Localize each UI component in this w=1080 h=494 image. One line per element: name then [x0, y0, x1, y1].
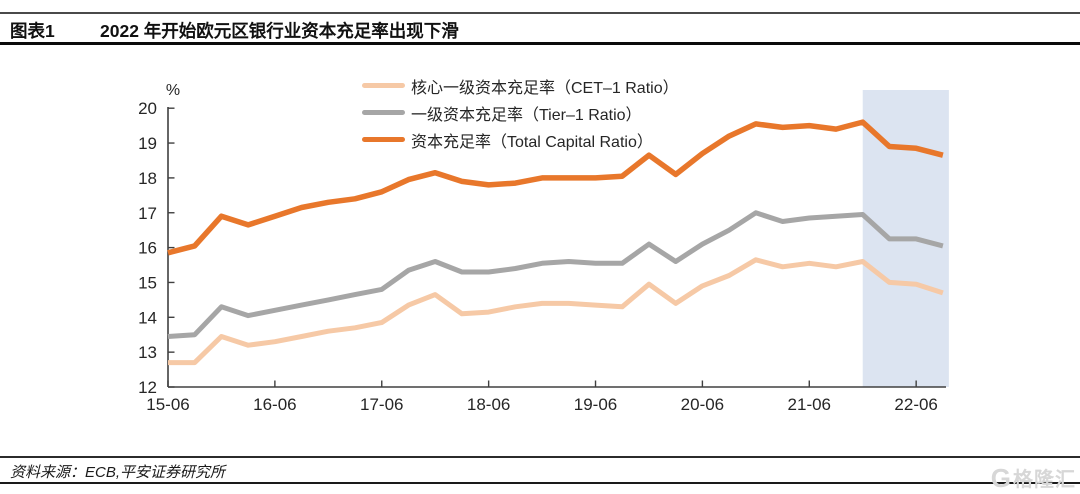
legend-swatch-tier1	[362, 110, 405, 115]
y-tick-label: 17	[138, 204, 157, 223]
legend-item-cet1: 核心一级资本充足率（CET–1 Ratio）	[362, 72, 679, 99]
series-line-tier1	[167, 210, 944, 339]
source-rule-top	[0, 456, 1080, 458]
source-rule-bottom	[0, 482, 1080, 484]
y-tick-label: 20	[138, 99, 157, 118]
legend: 核心一级资本充足率（CET–1 Ratio） 一级资本充足率（Tier–1 Ra…	[362, 72, 679, 153]
legend-item-tier1: 一级资本充足率（Tier–1 Ratio）	[362, 99, 679, 126]
legend-item-total-capital: 资本充足率（Total Capital Ratio）	[362, 126, 679, 153]
legend-label-cet1: 核心一级资本充足率（CET–1 Ratio）	[411, 79, 679, 97]
series-line-total-capital	[167, 119, 944, 256]
y-tick-label: 14	[138, 308, 157, 327]
x-tick-label: 19-06	[574, 395, 617, 414]
y-tick-label: 12	[138, 378, 157, 397]
x-tick-label: 17-06	[360, 395, 403, 414]
x-tick-label: 16-06	[253, 395, 296, 414]
x-tick-label: 21-06	[788, 395, 831, 414]
y-tick-label: 16	[138, 239, 157, 258]
y-tick-label: 18	[138, 169, 157, 188]
y-tick-label: 19	[138, 134, 157, 153]
y-tick-label: 15	[138, 273, 157, 292]
legend-label-tier1: 一级资本充足率（Tier–1 Ratio）	[411, 106, 642, 124]
gelonghui-logo: G 格隆汇	[991, 463, 1076, 492]
x-tick-label: 20-06	[681, 395, 724, 414]
x-tick-label: 22-06	[894, 395, 937, 414]
header-rule-top	[0, 12, 1080, 14]
x-tick-label: 15-06	[146, 395, 189, 414]
y-tick-label: 13	[138, 343, 157, 362]
series-layer	[167, 119, 944, 366]
gelonghui-wordmark: 格隆汇	[1013, 469, 1076, 491]
y-axis-unit-label: %	[166, 82, 180, 99]
legend-label-total-capital: 资本充足率（Total Capital Ratio）	[411, 133, 653, 151]
source-text: 资料来源：ECB,平安证券研究所	[10, 464, 226, 481]
axis-labels: 12 13 14 15 16 17 18 19 20 15-06 16-06 17-06 18-06 19…	[138, 82, 938, 414]
figure-tag: 图表1	[10, 21, 55, 41]
series-line-cet1	[168, 257, 944, 366]
figure-title: 2022 年开始欧元区银行业资本充足率出现下滑	[100, 21, 459, 41]
header-rule-bottom	[0, 42, 1080, 45]
legend-swatch-cet1	[362, 83, 405, 88]
x-tick-label: 18-06	[467, 395, 510, 414]
axes	[167, 107, 946, 388]
gelonghui-g-icon: G	[990, 462, 1011, 493]
legend-swatch-total-capital	[362, 136, 405, 143]
